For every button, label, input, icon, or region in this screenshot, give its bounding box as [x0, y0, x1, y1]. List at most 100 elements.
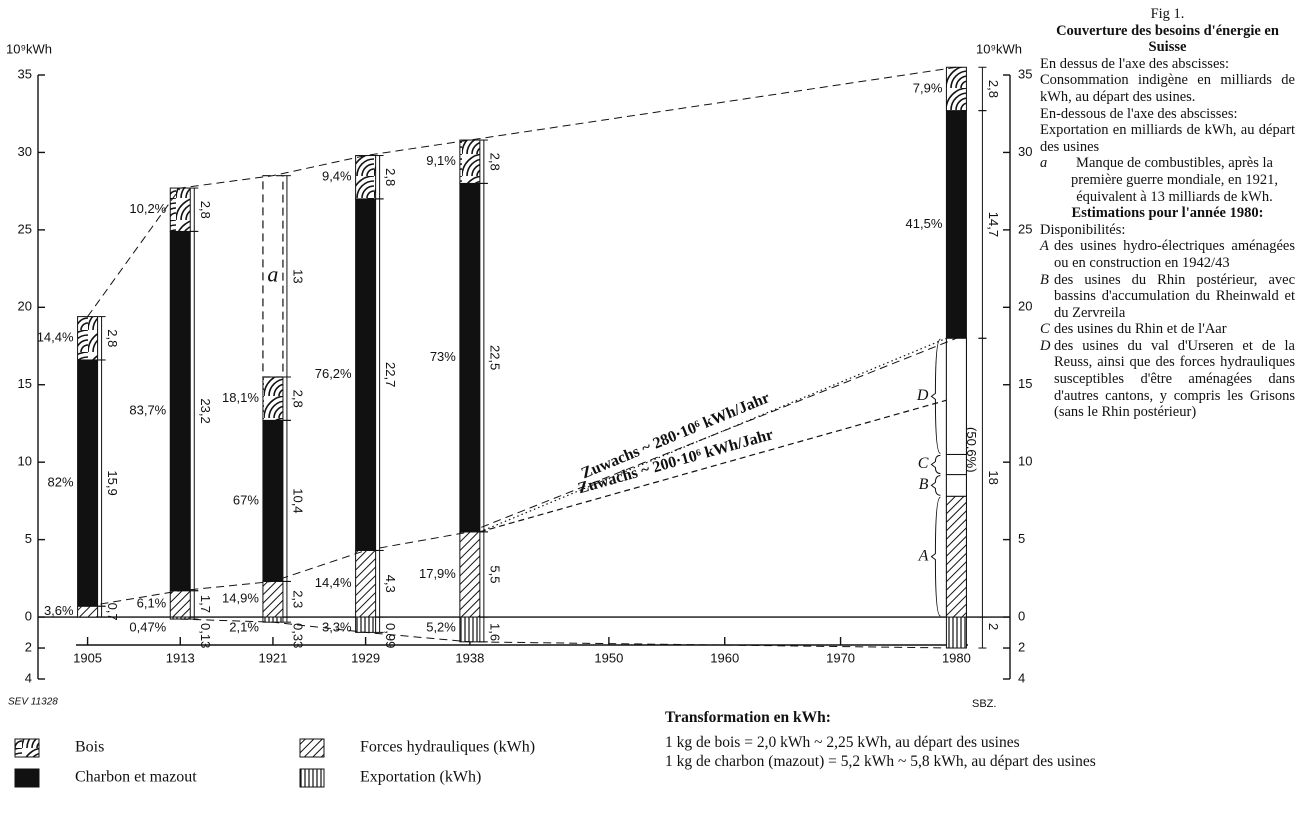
value-label: 2	[986, 623, 1001, 630]
envelope-hydro	[87, 337, 957, 607]
bar-segment	[262, 616, 284, 623]
share-label: 2,1%	[229, 619, 259, 634]
estimate-marker: C	[1040, 321, 1050, 338]
y-tick-label: 4	[25, 670, 32, 685]
x-tick-label: 1929	[351, 650, 380, 665]
share-label: 14,4%	[37, 330, 74, 345]
value-label: 1,7	[198, 595, 213, 613]
share-label: 3,6%	[44, 603, 74, 618]
share-label: 18,1%	[222, 390, 259, 405]
value-label: 14,7	[986, 212, 1001, 237]
y-tick-label-right: 20	[1018, 299, 1032, 314]
bar-segment	[459, 182, 481, 533]
bar-segment	[262, 580, 284, 618]
legend-swatch	[14, 738, 40, 758]
share-label: 17,9%	[419, 566, 456, 581]
fig-number: Fig 1.	[1150, 6, 1185, 22]
brace	[930, 338, 941, 454]
sub-segment	[945, 474, 967, 497]
share-label: 82%	[48, 475, 74, 490]
x-tick-label: 1980	[942, 650, 971, 665]
share-label: 73%	[430, 349, 456, 364]
y-tick-label-right: 35	[1018, 66, 1032, 81]
bar-segment	[945, 110, 967, 339]
bar-segment	[355, 549, 377, 618]
y-tick-label: 35	[18, 66, 32, 81]
share-label: 14,9%	[222, 591, 259, 606]
transformation-lines: 1 kg de bois = 2,0 kWh ~ 2,25 kWh, au dé…	[665, 733, 1295, 771]
growth-line	[479, 337, 947, 533]
bar-segment	[169, 230, 191, 592]
value-label: 0,33	[290, 623, 305, 648]
note-list: En dessus de l'axe des abscisses: Consomm…	[1040, 56, 1295, 156]
transformation: Transformation en kWh: 1 kg de bois = 2,…	[665, 708, 1295, 771]
share-label: 67%	[233, 492, 259, 507]
y-tick-label: 5	[25, 531, 32, 546]
value-label: 2,8	[383, 168, 398, 186]
notes: Fig 1. Couverture des besoins d'énergie …	[1040, 6, 1295, 421]
bar-segment	[459, 139, 481, 184]
bar-segment	[169, 616, 191, 620]
envelope-total	[87, 66, 957, 317]
y-tick-label: 25	[18, 221, 32, 236]
legend-label: Charbon et mazout	[75, 769, 197, 786]
y-tick-label: 0	[25, 608, 32, 623]
bar-segment	[355, 155, 377, 200]
share-label: 14,4%	[315, 575, 352, 590]
share-label: 5,2%	[426, 619, 456, 634]
value-label: 2,8	[487, 153, 502, 171]
envelope-export	[180, 618, 957, 649]
note-a: a Manque de combustibles, après la premi…	[1040, 155, 1295, 205]
value-label: 1,6	[487, 623, 502, 641]
bar-segment	[262, 376, 284, 421]
legend-label: Forces hydrauliques (kWh)	[360, 739, 535, 756]
sub-segment	[945, 495, 967, 618]
source-right: SBZ.	[972, 698, 996, 710]
value-label: 4,3	[383, 575, 398, 593]
value-label: 22,7	[383, 362, 398, 387]
legend-swatch	[299, 738, 325, 758]
transformation-line: 1 kg de bois = 2,0 kWh ~ 2,25 kWh, au dé…	[665, 734, 1020, 751]
note: En dessus de l'axe des abscisses:	[1040, 55, 1230, 72]
note: Exportation en milliards de kWh, au dépa…	[1040, 122, 1295, 155]
bar-segment	[77, 359, 99, 607]
value-label: 13	[290, 269, 305, 283]
sub-segment-letter: B	[919, 476, 929, 493]
estimate-marker: B	[1040, 271, 1049, 288]
estimate-marker: D	[1040, 337, 1051, 354]
value-label: 18	[986, 470, 1001, 484]
brace	[930, 496, 941, 617]
brace	[930, 475, 941, 496]
y-axis-label: 10⁹kWh	[6, 41, 52, 56]
note-marker: a	[1040, 155, 1048, 172]
bar-segment	[945, 616, 967, 649]
note-text: Manque de combustibles, après la premièr…	[1071, 155, 1278, 205]
legend-label: Bois	[75, 739, 104, 756]
sub-segment-letter: D	[916, 387, 929, 404]
value-label: 0,13	[198, 623, 213, 648]
y-tick-label-right: 0	[1018, 608, 1025, 623]
share-label: 9,4%	[322, 169, 352, 184]
bar-segment	[169, 187, 191, 232]
brace	[930, 454, 941, 475]
sub-segment-letter: A	[918, 547, 929, 564]
bar-segment	[77, 316, 99, 361]
y-tick-label-right: 30	[1018, 144, 1032, 159]
y-tick-label-right: 5	[1018, 531, 1025, 546]
source-left: SEV 11328	[8, 697, 58, 708]
y-tick-label-right: 2	[1018, 639, 1025, 654]
bar-segment	[945, 66, 967, 112]
transformation-title: Transformation en kWh:	[665, 709, 831, 726]
value-label: 2,8	[986, 80, 1001, 98]
sub-segment	[945, 337, 967, 455]
y-tick-label-right: 25	[1018, 221, 1032, 236]
value-label: 22,5	[487, 345, 502, 370]
estimate-marker: A	[1040, 238, 1049, 255]
y-tick-label-right: 10	[1018, 454, 1032, 469]
note: En-dessous de l'axe des abscisses:	[1040, 105, 1238, 122]
